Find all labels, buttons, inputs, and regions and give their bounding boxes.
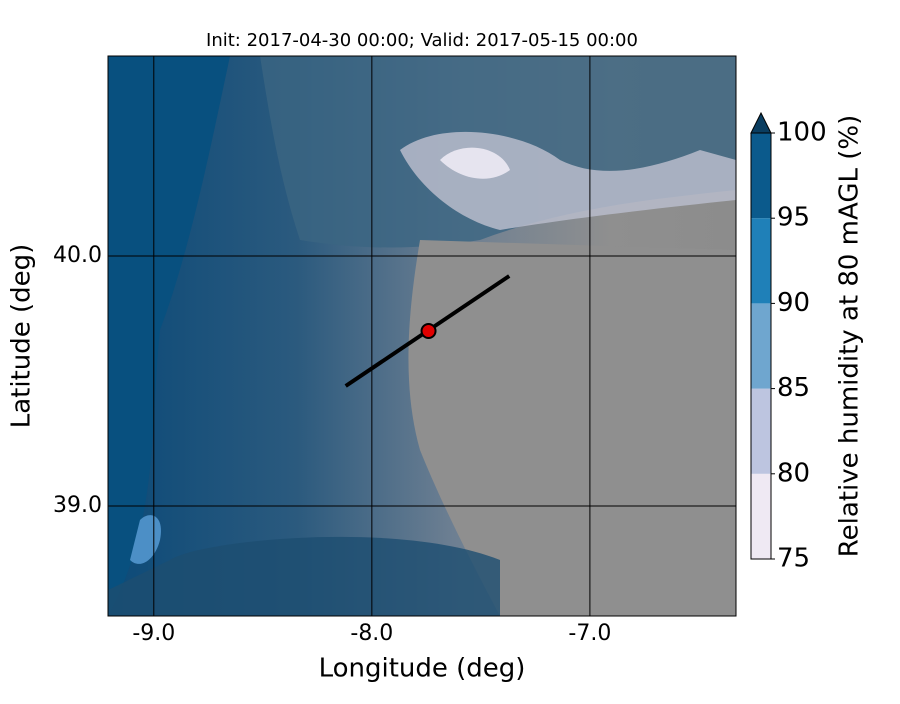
chart-title: Init: 2017-04-30 00:00; Valid: 2017-05-1…	[206, 30, 638, 51]
colorbar-band	[751, 218, 771, 304]
x-axis-label: Longitude (deg)	[319, 654, 526, 684]
colorbar-band	[751, 303, 771, 389]
location-marker	[420, 323, 437, 339]
colorbar-tick-label: 90	[777, 288, 810, 318]
colorbar-tick-label: 80	[777, 458, 810, 488]
x-tick-label: -9.0	[132, 621, 175, 646]
colorbar-extend	[750, 111, 772, 134]
colorbar-tick-label: 75	[777, 544, 810, 574]
plot-frame	[107, 55, 737, 617]
colorbar-tick-label: 100	[777, 118, 827, 148]
y-axis-label: Latitude (deg)	[7, 244, 37, 429]
map-field	[108, 56, 736, 616]
colorbar-tick-label: 95	[777, 203, 810, 233]
colorbar-band	[751, 388, 771, 474]
x-tick-label: -7.0	[568, 621, 611, 646]
y-tick-label: 40.0	[53, 243, 102, 268]
y-tick-label: 39.0	[53, 493, 102, 518]
colorbar-tick-label: 85	[777, 373, 810, 403]
colorbar-band	[751, 133, 771, 219]
colorbar-band	[751, 473, 771, 559]
colorbar-label: Relative humidity at 80 mAGL (%)	[835, 115, 865, 557]
colorbar-frame	[750, 132, 772, 560]
x-tick-label: -8.0	[350, 621, 393, 646]
